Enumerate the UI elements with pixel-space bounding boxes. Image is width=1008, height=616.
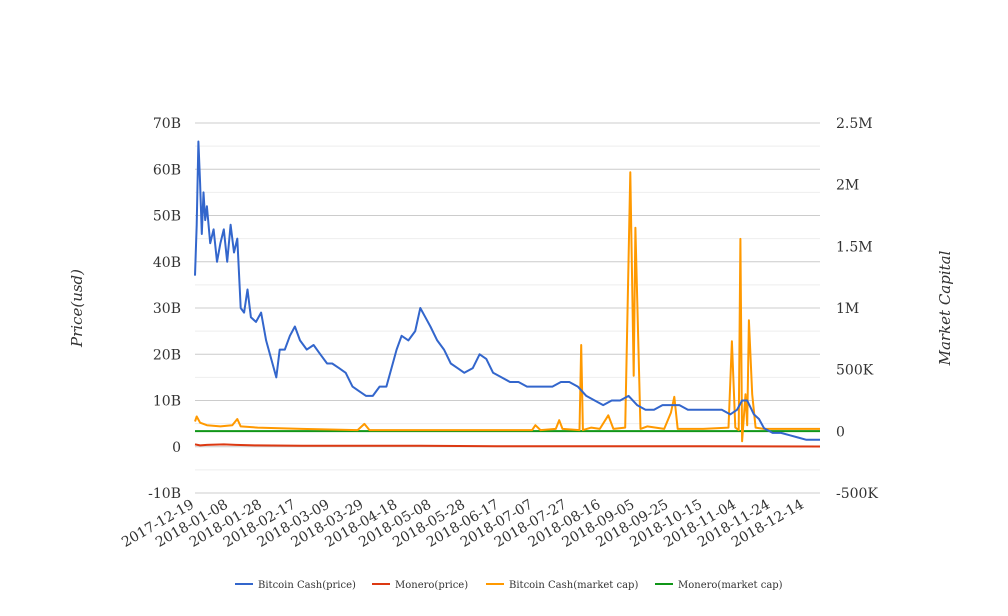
y2-tick-label: 500K xyxy=(836,363,874,379)
y2-tick-label: 1.5M xyxy=(836,239,873,255)
y-tick-label: -10B xyxy=(148,486,181,502)
left-y-axis: 70B 60B 50B 40B 30B 20B 10B 0 -10B xyxy=(148,116,181,502)
legend-label: Bitcoin Cash(price) xyxy=(258,580,356,591)
chart-series xyxy=(194,140,821,448)
y-tick-label: 0 xyxy=(172,440,181,456)
y-tick-label: 60B xyxy=(153,162,181,178)
legend-label: Monero(price) xyxy=(395,580,468,591)
chart-legend: Bitcoin Cash(price) Monero(price) Bitcoin … xyxy=(235,580,783,591)
y-tick-label: 50B xyxy=(153,209,181,225)
y2-tick-label: 0 xyxy=(836,424,845,440)
legend-label: Bitcoin Cash(market cap) xyxy=(509,580,638,591)
chart-grid xyxy=(195,122,820,494)
y2-tick-label: -500K xyxy=(836,486,878,502)
y-tick-label: 30B xyxy=(153,301,181,317)
y2-tick-label: 2M xyxy=(836,178,859,194)
y-tick-label: 20B xyxy=(153,347,181,363)
series-line-monero-price xyxy=(194,443,821,448)
right-y-axis: 2.5M 2M 1.5M 1M 500K 0 -500K xyxy=(836,116,878,502)
series-line-bitcoin-cash-market-cap xyxy=(194,171,820,443)
y-axis-title-left: Price(usd) xyxy=(68,269,86,348)
x-axis: 2017-12-192018-01-082018-01-282018-02-17… xyxy=(119,497,807,551)
y-tick-label: 40B xyxy=(153,255,181,271)
y-axis-title-right: Market Capital xyxy=(936,250,954,366)
series-line-bitcoin-cash-price xyxy=(194,140,820,441)
y-tick-label: 70B xyxy=(153,116,181,132)
y2-tick-label: 2.5M xyxy=(836,116,873,132)
legend-label: Monero(market cap) xyxy=(678,580,783,591)
y2-tick-label: 1M xyxy=(836,301,859,317)
y-tick-label: 10B xyxy=(153,394,181,410)
